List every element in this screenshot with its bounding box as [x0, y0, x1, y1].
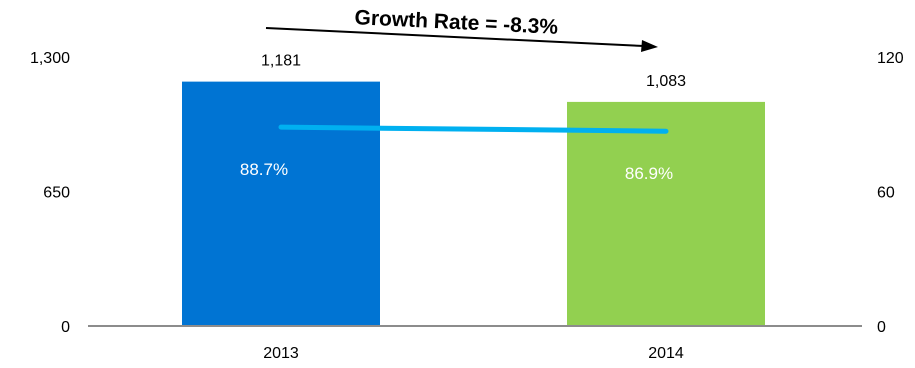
bars-layer — [182, 81, 765, 327]
x-tick-label: 2013 — [263, 345, 299, 362]
bar-value-label: 1,083 — [646, 73, 686, 90]
rate-line — [278, 124, 669, 134]
bar-value-label: 1,181 — [261, 53, 301, 70]
labels-layer: 1,181 1,083 88.7% 86.9% — [240, 53, 686, 184]
right-y-tick-label: 120 — [877, 50, 904, 67]
line-value-label: 88.7% — [240, 160, 288, 179]
left-y-tick-label: 0 — [61, 319, 70, 336]
bar-2014 — [567, 101, 765, 326]
line-value-label: 86.9% — [625, 164, 673, 183]
x-tick-label: 2014 — [648, 345, 684, 362]
growth-arrow-shaft — [265, 27, 645, 47]
right-y-tick-label: 60 — [877, 185, 895, 202]
line-layer — [278, 124, 669, 134]
bar-2013 — [182, 81, 380, 327]
annotation-layer: Growth Rate = -8.3% — [265, 6, 658, 52]
left-y-tick-label: 1,300 — [30, 50, 70, 67]
growth-arrow-head — [641, 40, 658, 52]
right-y-tick-label: 0 — [877, 319, 886, 336]
axes-layer: 2013 2014 0 650 1,300 0 60 120 — [30, 50, 904, 362]
left-y-tick-label: 650 — [43, 185, 70, 202]
